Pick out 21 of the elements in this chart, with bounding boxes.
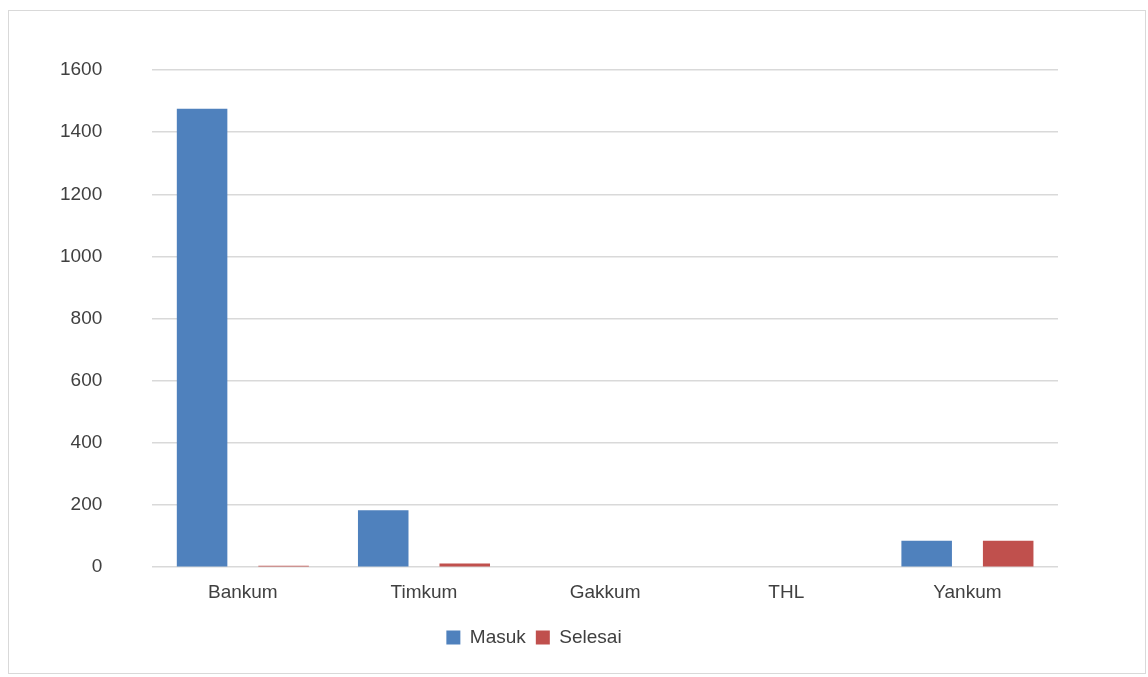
legend-label: Selesai (559, 625, 622, 647)
y-tick-label: 600 (70, 368, 103, 390)
x-tick-label: Gakkum (569, 580, 641, 602)
y-tick-label: 400 (70, 431, 103, 453)
x-tick-label: THL (768, 580, 805, 602)
y-tick-label: 800 (70, 306, 103, 328)
y-tick-label: 1200 (59, 182, 103, 204)
y-tick-label: 1000 (59, 244, 103, 266)
bar (176, 108, 228, 567)
bar (982, 540, 1034, 567)
x-tick-label: Timkum (390, 580, 458, 602)
y-tick-label: 200 (70, 493, 103, 515)
y-tick-label: 0 (91, 555, 103, 577)
x-tick-label: Yankum (933, 580, 1002, 602)
legend-label: Masuk (469, 625, 527, 647)
bar (439, 563, 491, 567)
x-tick-label: Bankum (207, 580, 278, 602)
bar (901, 540, 952, 567)
bar (357, 510, 409, 567)
y-tick-label: 1600 (59, 58, 103, 80)
y-tick-label: 1400 (59, 120, 103, 142)
